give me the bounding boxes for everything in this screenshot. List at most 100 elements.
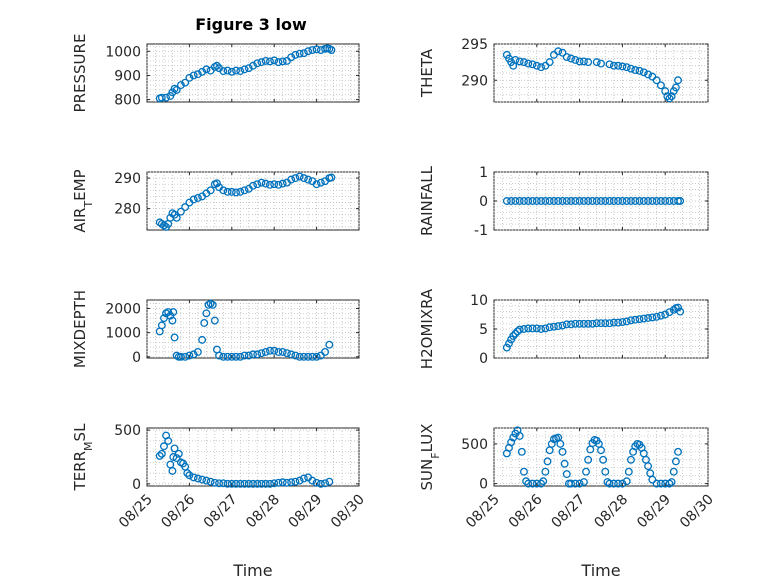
data-point — [652, 76, 661, 85]
data-point — [584, 58, 593, 67]
y-axis-label: H2OMIXRA — [418, 288, 436, 369]
data-point — [541, 197, 550, 205]
data-point — [168, 316, 177, 325]
data-point — [193, 474, 202, 483]
data-point — [515, 197, 524, 205]
data-point — [172, 213, 181, 222]
data-point — [274, 478, 283, 487]
data-point — [181, 78, 190, 87]
data-point — [639, 68, 648, 77]
data-point — [202, 309, 211, 318]
data-point — [249, 350, 257, 359]
data-point — [575, 57, 584, 66]
data-point — [648, 475, 657, 484]
data-point — [567, 197, 575, 205]
data-point — [232, 66, 240, 75]
data-point — [539, 477, 548, 486]
data-point — [244, 479, 253, 488]
data-point — [189, 350, 198, 359]
data-point — [304, 352, 313, 361]
data-point — [579, 478, 588, 486]
data-point — [236, 479, 245, 488]
data-point — [219, 67, 228, 76]
x-tick-label: 08/28 — [243, 492, 283, 532]
data-point — [622, 63, 631, 72]
data-point — [622, 317, 631, 326]
data-point — [597, 197, 605, 205]
data-point — [665, 94, 674, 103]
data-point — [520, 325, 528, 333]
data-point — [614, 479, 623, 488]
data-point — [558, 48, 567, 57]
data-point — [528, 324, 537, 333]
data-point — [164, 436, 173, 445]
data-point — [556, 439, 565, 448]
data-point — [584, 197, 593, 205]
data-point — [511, 329, 520, 338]
data-point — [160, 442, 168, 451]
data-point — [193, 348, 202, 356]
data-point — [174, 449, 183, 458]
data-point — [562, 53, 571, 61]
data-point — [170, 333, 179, 342]
data-point — [571, 319, 580, 328]
data-point — [232, 188, 240, 197]
data-point — [312, 45, 321, 54]
data-point — [588, 197, 597, 205]
data-point — [223, 187, 232, 196]
data-point — [249, 61, 257, 70]
data-point — [554, 47, 563, 56]
data-point — [157, 93, 166, 102]
data-point — [295, 352, 304, 361]
data-point — [227, 352, 236, 361]
data-point — [627, 455, 635, 464]
data-point — [219, 186, 228, 195]
data-point — [210, 478, 219, 487]
data-point — [537, 325, 546, 333]
data-point — [562, 320, 571, 329]
data-point — [299, 174, 308, 183]
data-point — [543, 457, 552, 466]
y-axis-label: TERRMSL — [71, 423, 95, 492]
x-tick-label: 08/30 — [677, 492, 717, 532]
data-point — [223, 66, 232, 75]
data-point — [210, 316, 219, 325]
data-point — [644, 70, 653, 79]
data-point — [189, 473, 198, 482]
data-point — [614, 197, 623, 205]
data-point — [671, 457, 680, 466]
data-point — [567, 479, 575, 488]
data-point — [667, 478, 676, 486]
data-point — [665, 197, 674, 205]
data-point — [652, 479, 661, 488]
data-point — [278, 478, 287, 487]
data-point — [176, 352, 185, 361]
data-point — [244, 351, 253, 360]
data-point — [562, 470, 571, 479]
data-point — [274, 180, 283, 189]
data-point — [206, 477, 215, 486]
data-point — [287, 350, 296, 359]
data-point — [227, 67, 236, 76]
data-point — [631, 66, 640, 75]
y-tick-label: 0 — [479, 194, 488, 210]
y-tick-label: 295 — [461, 37, 488, 53]
data-point — [266, 479, 274, 488]
data-point — [644, 197, 653, 205]
data-point — [674, 303, 682, 312]
data-point — [554, 197, 563, 205]
data-point — [227, 187, 236, 196]
data-point — [169, 308, 178, 317]
data-point — [558, 197, 567, 205]
data-point — [325, 340, 334, 349]
data-point — [592, 58, 601, 67]
data-point — [232, 479, 240, 488]
panel-sun-flux: 0 500 08/25 08/26 08/27 08/28 08/29 08/30 SUNFLU… — [418, 424, 717, 580]
data-point — [325, 477, 334, 486]
data-point — [618, 318, 627, 326]
data-point — [605, 319, 614, 328]
data-point — [266, 346, 274, 355]
data-point — [312, 352, 321, 361]
data-point — [208, 300, 217, 309]
data-point — [575, 479, 584, 488]
